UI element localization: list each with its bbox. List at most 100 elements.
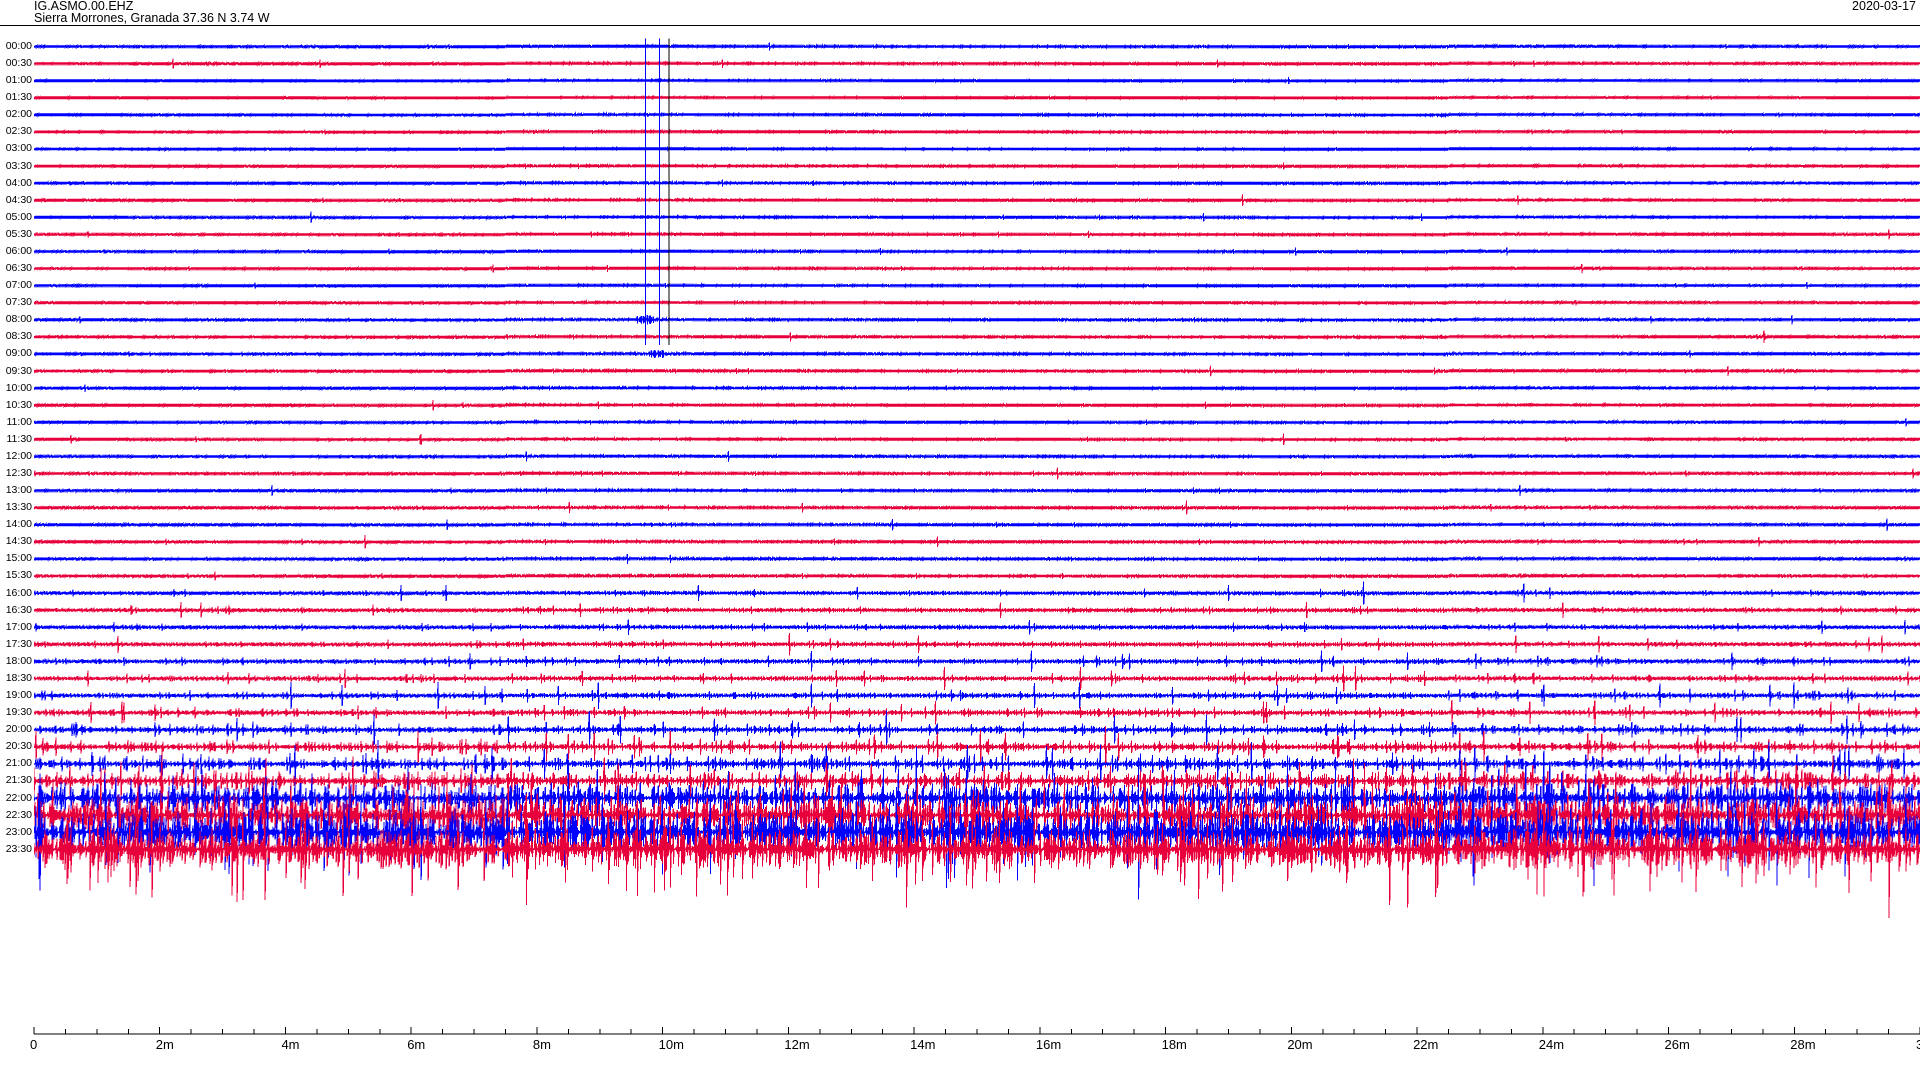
time-label: 02:30	[5, 125, 32, 138]
trace-line	[34, 451, 1920, 462]
trace-line	[34, 726, 1920, 768]
chart-header: IG.ASMO.00.EHZ Sierra Morrones, Granada …	[0, 0, 1920, 26]
trace-line	[34, 194, 1920, 207]
trace-line	[34, 500, 1920, 515]
x-tick-label: 8m	[532, 1037, 551, 1052]
time-label: 04:30	[5, 193, 32, 206]
time-label: 09:30	[5, 364, 32, 377]
trace-line	[34, 535, 1920, 549]
x-tick-label: 28m	[1790, 1037, 1816, 1052]
station-code: IG.ASMO.00.EHZ	[34, 0, 134, 13]
record-date: 2020-03-17	[1852, 0, 1916, 13]
time-label: 13:00	[5, 484, 32, 497]
time-label: 16:00	[5, 586, 32, 599]
x-tick-label: 4m	[281, 1037, 300, 1052]
time-label: 03:30	[5, 159, 32, 172]
trace-line	[34, 602, 1920, 619]
x-tick-label: 10m	[658, 1037, 684, 1052]
time-label: 16:30	[5, 603, 32, 616]
trace-line	[34, 740, 1920, 788]
x-tick-label: 26m	[1664, 1037, 1690, 1052]
trace-line	[34, 581, 1920, 605]
time-label: 17:00	[5, 620, 32, 633]
time-label: 01:00	[5, 74, 32, 87]
time-label: 14:00	[5, 518, 32, 531]
trace-line	[34, 553, 1920, 564]
time-label: 10:30	[5, 398, 32, 411]
time-label: 20:00	[5, 723, 32, 736]
trace-line	[34, 211, 1920, 224]
x-tick-label: 20m	[1287, 1037, 1313, 1052]
trace-line	[34, 58, 1920, 69]
trace-line	[34, 145, 1920, 153]
trace-line	[34, 94, 1920, 101]
time-label: 17:30	[5, 637, 32, 650]
time-label: 23:00	[5, 825, 32, 838]
trace-line	[34, 384, 1920, 392]
x-tick-label: 6m	[407, 1037, 426, 1052]
time-label: 07:30	[5, 296, 32, 309]
trace-line	[34, 314, 1920, 325]
time-label: 02:00	[5, 108, 32, 121]
time-label: 21:00	[5, 757, 32, 770]
trace-line	[34, 747, 1920, 850]
trace-line	[34, 229, 1920, 240]
time-axis-labels: 00:00 00:30 01:00 01:30 02:00 02:30 03:00 03:30…	[0, 26, 34, 1056]
x-tick-label: 30	[1916, 1037, 1920, 1052]
trace-line	[34, 681, 1920, 710]
trace-line	[34, 710, 1920, 749]
x-tick-label: 14m	[910, 1037, 936, 1052]
trace-line	[34, 467, 1920, 480]
time-label: 19:00	[5, 689, 32, 702]
x-tick-label: 12m	[784, 1037, 810, 1052]
station-location: Sierra Morrones, Granada 37.36 N 3.74 W	[34, 11, 270, 25]
time-label: 18:00	[5, 654, 32, 667]
x-tick-label: 24m	[1538, 1037, 1565, 1052]
x-tick-label: 0	[30, 1037, 38, 1052]
trace-line	[34, 349, 1920, 358]
trace-line	[34, 42, 1920, 51]
x-tick-label: 2m	[155, 1037, 174, 1052]
trace-line	[34, 281, 1920, 290]
time-label: 23:30	[5, 842, 32, 855]
time-label: 11:00	[6, 415, 33, 428]
trace-line	[34, 665, 1920, 692]
time-label: 10:00	[5, 381, 32, 394]
seismogram-plot: 00:00 00:30 01:00 01:30 02:00 02:30 03:00 03:30…	[0, 26, 1920, 1056]
time-label: 14:30	[5, 535, 32, 548]
time-label: 18:30	[5, 671, 32, 684]
trace-line	[34, 484, 1920, 497]
trace-line	[34, 162, 1920, 170]
x-tick-label: 16m	[1035, 1037, 1062, 1052]
time-label: 15:00	[5, 552, 32, 565]
time-label: 08:30	[5, 330, 32, 343]
trace-line	[34, 433, 1920, 446]
trace-line	[34, 571, 1920, 581]
x-axis	[33, 1027, 1920, 1035]
time-label: 15:30	[5, 569, 32, 582]
trace-line	[34, 780, 1920, 919]
time-label: 01:30	[5, 91, 32, 104]
trace-line	[34, 263, 1920, 274]
trace-line	[34, 650, 1920, 673]
x-tick-label: 18m	[1161, 1037, 1187, 1052]
time-label: 09:00	[5, 347, 32, 360]
trace-line	[34, 518, 1920, 532]
time-label: 20:30	[5, 740, 32, 753]
trace-line	[34, 417, 1920, 427]
time-label: 05:30	[5, 227, 32, 240]
time-label: 21:30	[5, 774, 32, 787]
time-label: 03:00	[5, 142, 32, 155]
time-label: 13:30	[5, 501, 32, 514]
time-label: 07:00	[5, 279, 32, 292]
time-label: 00:30	[5, 57, 32, 70]
x-tick-label: 22m	[1413, 1037, 1439, 1052]
time-label: 12:30	[5, 467, 32, 479]
time-label: 04:00	[5, 176, 32, 189]
time-label: 00:00	[5, 40, 32, 52]
time-label: 22:30	[5, 808, 32, 821]
time-label: 12:00	[5, 449, 32, 462]
trace-line	[34, 365, 1920, 377]
time-label: 08:00	[5, 313, 32, 326]
